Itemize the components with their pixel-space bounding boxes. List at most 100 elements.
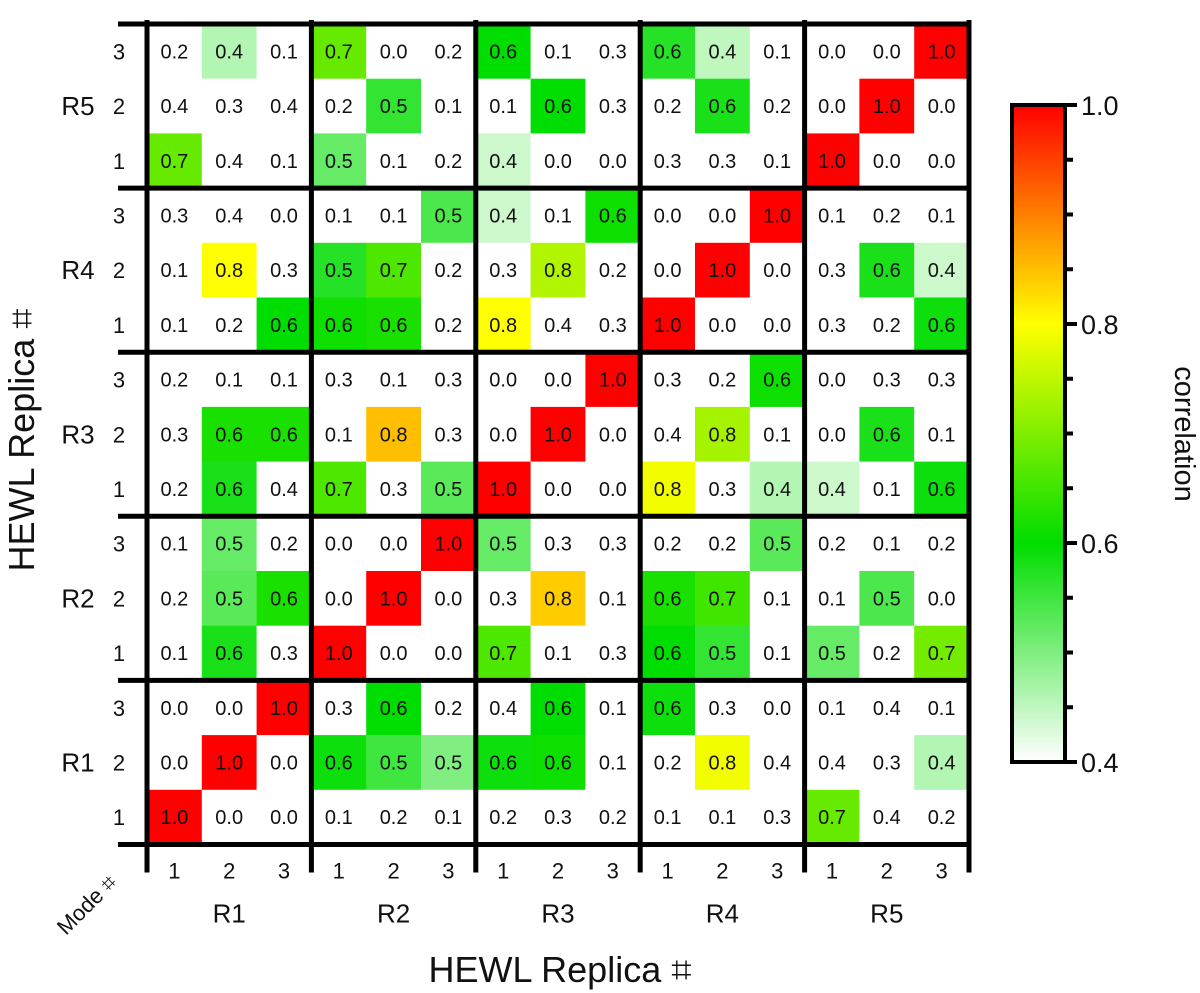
- heatmap-cell: [914, 242, 970, 298]
- heatmap-cell: [640, 680, 696, 736]
- heatmap-cell: [311, 24, 367, 80]
- heatmap-cell: [640, 625, 696, 681]
- heatmap-cell: [585, 188, 641, 244]
- cell-value-label: 0.0: [489, 370, 517, 392]
- heatmap-cell: [804, 680, 860, 736]
- cell-value-label: 0.0: [763, 698, 791, 720]
- cell-value-label: 0.5: [489, 534, 517, 556]
- heatmap-cell: [695, 680, 751, 736]
- cell-value-label: 0.3: [654, 151, 682, 173]
- heatmap-cell: [256, 133, 312, 189]
- cell-value-label: 0.2: [599, 807, 627, 829]
- heatmap-cell: [201, 461, 258, 517]
- cell-value-label: 0.4: [708, 41, 736, 63]
- cell-value-label: 0.3: [599, 96, 627, 118]
- cell-value-label: 0.6: [215, 643, 243, 665]
- heatmap-cell: [695, 352, 751, 408]
- x-mode-tick-label: 1: [497, 859, 509, 884]
- heatmap-cell: [859, 406, 915, 463]
- cell-value-label: 0.1: [544, 205, 572, 227]
- cell-value-label: 0.3: [325, 698, 353, 720]
- heatmap-cell: [147, 133, 203, 189]
- cell-value-label: 0.6: [380, 315, 408, 337]
- heatmap-cell: [366, 242, 422, 298]
- heatmap-cell: [147, 789, 203, 845]
- cell-value-label: 0.6: [380, 698, 408, 720]
- cell-value-label: 0.7: [489, 643, 517, 665]
- heatmap-cell: [695, 406, 751, 463]
- heatmap-cell: [366, 680, 422, 736]
- x-mode-tick-label: 1: [826, 859, 838, 884]
- cell-value-label: 0.4: [928, 752, 956, 774]
- heatmap-cell: [530, 78, 586, 134]
- heatmap-cell: [749, 680, 806, 736]
- heatmap-cell: [859, 297, 915, 353]
- cell-value-label: 0.2: [434, 698, 462, 720]
- heatmap-cell: [256, 24, 312, 80]
- y-mode-tick-label: 1: [113, 477, 125, 502]
- heatmap-cell: [256, 680, 312, 736]
- y-mode-tick-label: 1: [113, 641, 125, 666]
- cell-value-label: 0.3: [708, 151, 736, 173]
- heatmap-cell: [311, 735, 367, 791]
- cell-value-label: 0.1: [215, 370, 243, 392]
- cell-value-label: 0.0: [818, 41, 846, 63]
- cell-value-label: 0.6: [873, 260, 901, 282]
- heatmap-cell: [585, 78, 641, 134]
- cell-value-label: 0.0: [380, 643, 408, 665]
- heatmap-cell: [914, 133, 970, 189]
- cell-value-label: 0.3: [544, 534, 572, 556]
- heatmap-cell: [804, 625, 860, 681]
- cell-value-label: 0.1: [160, 260, 188, 282]
- heatmap-cell: [475, 516, 532, 572]
- cell-value-label: 0.4: [654, 424, 682, 446]
- heatmap-cell: [311, 625, 367, 681]
- heatmap-cell: [640, 516, 696, 572]
- cell-value-label: 1.0: [654, 315, 682, 337]
- cell-value-label: 0.2: [763, 96, 791, 118]
- cell-value-label: 0.0: [215, 807, 243, 829]
- heatmap-cell: [640, 78, 696, 134]
- cell-value-label: 0.0: [270, 205, 298, 227]
- heatmap-cell: [147, 625, 203, 681]
- cell-value-label: 0.2: [160, 588, 188, 610]
- heatmap-cell: [421, 571, 477, 627]
- heatmap-cell: [201, 188, 258, 244]
- cell-value-label: 0.0: [434, 643, 462, 665]
- cell-value-label: 1.0: [270, 698, 298, 720]
- heatmap-cell: [804, 242, 860, 298]
- heatmap-cell: [695, 571, 751, 627]
- cell-value-label: 0.7: [325, 479, 353, 501]
- heatmap-cell: [147, 352, 203, 408]
- heatmap-cell: [530, 680, 586, 736]
- cell-value-label: 0.1: [873, 534, 901, 556]
- x-mode-tick-label: 3: [607, 859, 619, 884]
- cell-value-label: 0.3: [873, 752, 901, 774]
- cell-value-label: 0.4: [818, 752, 846, 774]
- cell-value-label: 0.1: [160, 643, 188, 665]
- heatmap-cell: [804, 352, 860, 408]
- heatmap-cell: [914, 516, 970, 572]
- heatmap-cell: [201, 789, 258, 845]
- y-axis-title: HEWL Replica ⌗: [1, 308, 42, 571]
- cell-value-label: 0.8: [215, 260, 243, 282]
- cell-value-label: 0.3: [818, 315, 846, 337]
- heatmap-cell: [585, 571, 641, 627]
- cell-value-label: 0.5: [325, 151, 353, 173]
- cell-value-label: 0.4: [763, 479, 791, 501]
- cell-value-label: 0.1: [380, 370, 408, 392]
- heatmap-cell: [640, 406, 696, 463]
- cell-value-label: 0.6: [654, 698, 682, 720]
- heatmap-cell: [749, 516, 806, 572]
- heatmap-cell: [256, 78, 312, 134]
- cell-value-label: 0.1: [599, 588, 627, 610]
- cell-value-label: 0.1: [544, 41, 572, 63]
- heatmap-cell: [475, 297, 532, 353]
- heatmap-cell: [421, 24, 477, 80]
- cell-value-label: 0.0: [380, 41, 408, 63]
- heatmap-cell: [585, 406, 641, 463]
- heatmap-cell: [695, 188, 751, 244]
- cell-value-label: 0.4: [270, 96, 298, 118]
- cell-value-label: 0.2: [325, 96, 353, 118]
- x-mode-tick-label: 3: [442, 859, 454, 884]
